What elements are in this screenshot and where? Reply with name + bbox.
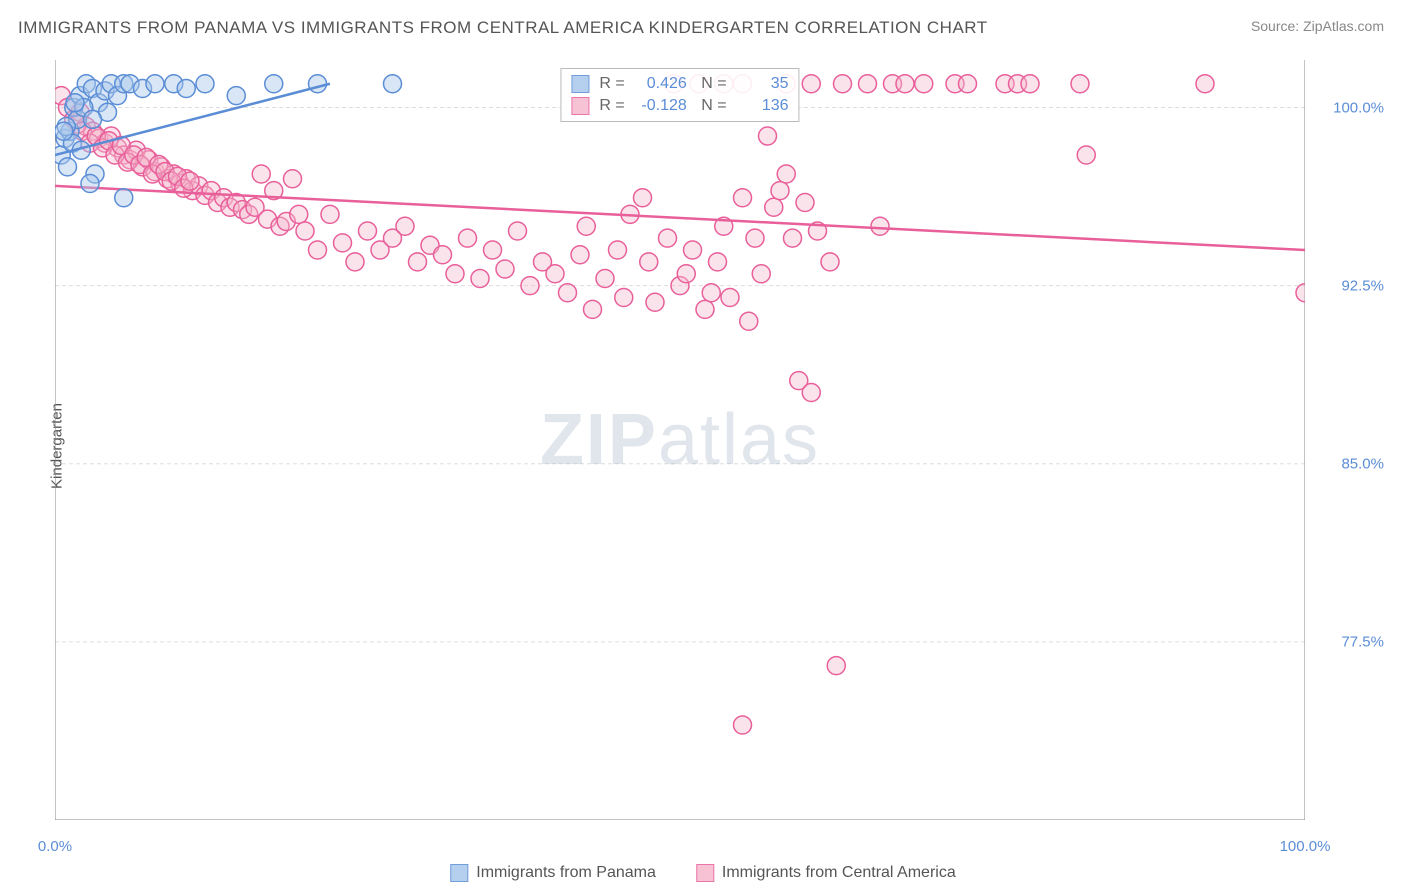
x-tick-label: 0.0% xyxy=(38,838,72,855)
r-value: -0.128 xyxy=(635,97,687,115)
y-tick-label: 77.5% xyxy=(1341,633,1384,650)
legend-label: Immigrants from Central America xyxy=(722,864,956,882)
y-tick-label: 92.5% xyxy=(1341,277,1384,294)
legend-stats-row: R = -0.128 N = 136 xyxy=(571,95,788,117)
n-value: 136 xyxy=(737,97,789,115)
legend-item: Immigrants from Panama xyxy=(450,864,656,882)
chart-title: IMMIGRANTS FROM PANAMA VS IMMIGRANTS FRO… xyxy=(18,18,988,38)
legend-stats-box: R = 0.426 N = 35 R = -0.128 N = 136 xyxy=(560,68,799,122)
source-label: Source: ZipAtlas.com xyxy=(1251,18,1384,34)
plot-area: ZIPatlas R = 0.426 N = 35 R = -0.128 N =… xyxy=(55,60,1305,820)
swatch-icon xyxy=(571,97,589,115)
legend-item: Immigrants from Central America xyxy=(696,864,956,882)
scatter-svg xyxy=(55,60,1305,820)
n-value: 35 xyxy=(737,75,789,93)
swatch-icon xyxy=(450,864,468,882)
x-tick-label: 100.0% xyxy=(1280,838,1331,855)
y-tick-label: 85.0% xyxy=(1341,455,1384,472)
legend-stats-row: R = 0.426 N = 35 xyxy=(571,73,788,95)
swatch-icon xyxy=(696,864,714,882)
y-tick-label: 100.0% xyxy=(1333,99,1384,116)
x-axis-legend: Immigrants from Panama Immigrants from Ce… xyxy=(450,864,955,882)
swatch-icon xyxy=(571,75,589,93)
r-value: 0.426 xyxy=(635,75,687,93)
legend-label: Immigrants from Panama xyxy=(476,864,656,882)
